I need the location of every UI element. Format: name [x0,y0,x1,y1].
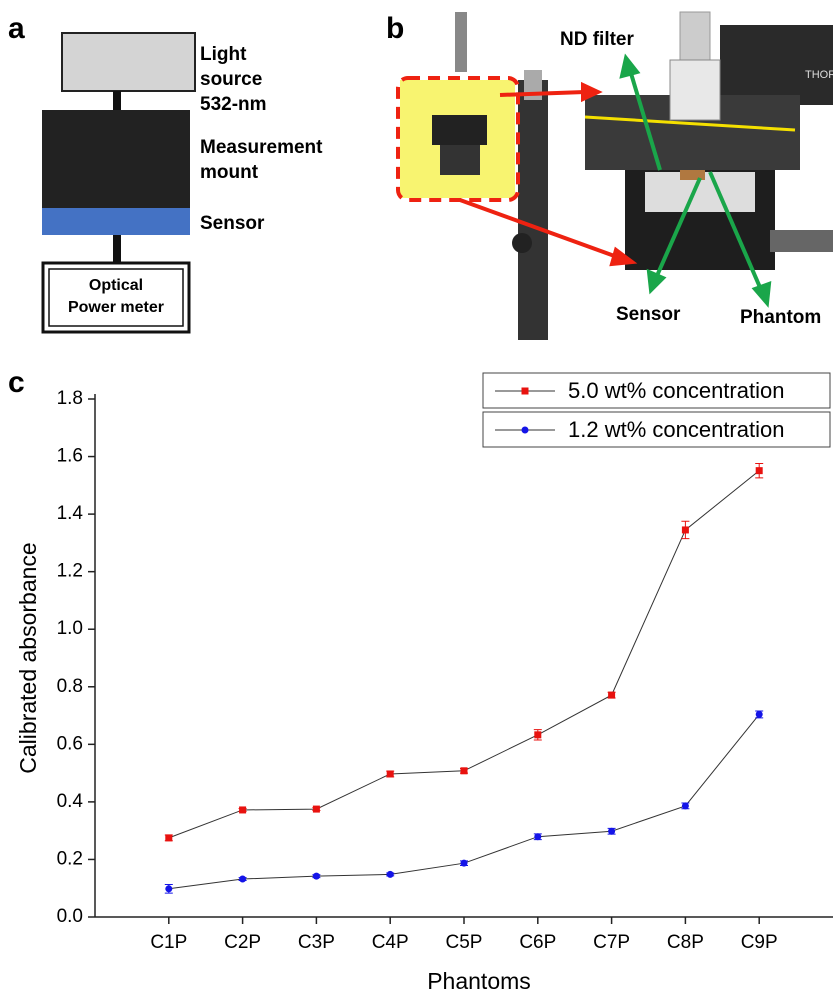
y-tick-label: 0.8 [57,676,83,697]
label: ND filter [560,29,635,50]
y-tick-label: 1.0 [57,618,83,639]
label: Sensor [616,304,681,325]
x-tick-label: C2P [224,932,261,953]
figure: a Light source 532-nm Measurement mount … [0,0,833,995]
marker [313,873,320,880]
panel-label: a [8,12,25,45]
post [518,80,548,340]
y-tick-label: 0.6 [57,733,83,754]
marker [756,711,763,718]
y-tick-label: 0.0 [57,906,83,927]
label: source [200,69,262,90]
x-tick-label: C7P [593,932,630,953]
marker [387,770,394,777]
y-axis-label: Calibrated absorbance [15,542,41,773]
y-tick-label: 0.2 [57,848,83,869]
x-tick-label: C3P [298,932,335,953]
arm [770,230,833,252]
marker [239,876,246,883]
y-tick-label: 1.6 [57,446,83,467]
label: Light [200,44,247,65]
x-tick-label: C6P [519,932,556,953]
x-tick-label: C5P [446,932,483,953]
small-mount [440,145,480,175]
marker [682,526,689,533]
mount-box [42,110,190,208]
panel-a: a Light source 532-nm Measurement mount … [8,12,323,332]
label: 532-nm [200,94,267,115]
phantom-sample [680,170,705,180]
x-axis-label: Phantoms [427,968,531,994]
rod [455,12,467,72]
y-tick-label: 1.2 [57,561,83,582]
marker [608,692,615,699]
label: Optical [89,277,143,294]
x-tick-label: C4P [372,932,409,953]
marker [534,731,541,738]
marker [534,833,541,840]
meter-box [43,263,189,332]
knob [512,233,532,253]
marker [756,467,763,474]
y-tick-label: 0.4 [57,791,84,812]
y-tick-label: 1.8 [57,388,83,409]
brand-text: THOR [805,69,833,81]
marker [165,834,172,841]
label: Sensor [200,213,265,234]
mount-top [720,25,833,105]
label: Power meter [68,299,164,316]
panel-b: b THOR ND filter Sensor Phantom [386,12,833,340]
marker [387,871,394,878]
label: mount [200,162,259,183]
marker [608,828,615,835]
x-tick-label: C8P [667,932,704,953]
legend-label: 5.0 wt% concentration [568,378,784,403]
label: Measurement [200,137,323,158]
legend-marker [522,427,529,434]
legend-marker [522,388,529,395]
marker [239,806,246,813]
panel-label: c [8,366,25,399]
series-line [169,471,759,838]
x-tick-label: C1P [150,932,187,953]
marker [461,860,468,867]
label: Phantom [740,307,821,328]
marker [165,885,172,892]
light-source-box [62,33,195,91]
small-mount [432,115,487,145]
y-tick-label: 1.4 [57,503,84,524]
lens-tube [670,60,720,120]
marker [682,802,689,809]
marker [461,767,468,774]
x-tick-label: C9P [741,932,778,953]
sensor-box [42,208,190,235]
legend-label: 1.2 wt% concentration [568,417,784,442]
panel-label: b [386,12,404,45]
chart-c: 0.0 0.2 0.4 0.6 0.8 1.0 1.2 1.4 1.6 1.8 C1P C2P C3P C… [15,373,833,994]
marker [313,806,320,813]
